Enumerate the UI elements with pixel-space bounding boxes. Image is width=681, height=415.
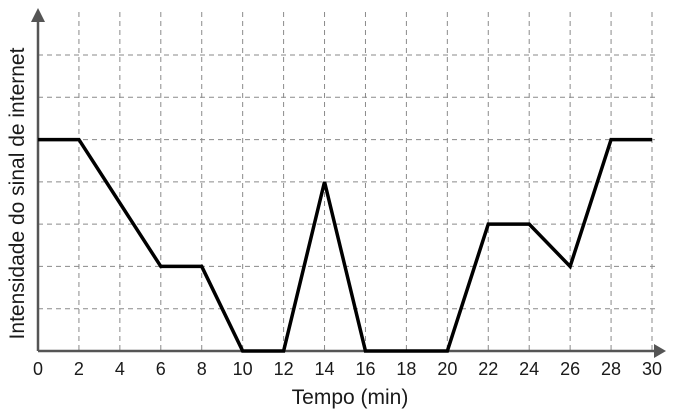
series: [38, 137, 652, 353]
x-tick-label: 16: [355, 359, 375, 379]
x-tick-label: 4: [115, 359, 125, 379]
x-tick-label: 10: [233, 359, 253, 379]
x-tick-label: 18: [396, 359, 416, 379]
series-line: [38, 137, 652, 353]
x-tick-label: 30: [642, 359, 662, 379]
x-axis-title: Tempo (min): [292, 386, 409, 409]
x-tick-label: 24: [519, 359, 539, 379]
x-tick-label: 2: [74, 359, 84, 379]
y-axis-title: Intensidade do sinal de internet: [6, 47, 29, 339]
x-tick-label: 20: [437, 359, 457, 379]
y-axis-arrow: [31, 8, 45, 22]
x-tick-label: 22: [478, 359, 498, 379]
x-tick-label: 12: [274, 359, 294, 379]
x-tick-labels: 0 2 4 6 8 10 12 14 16 18 20 22 24 26 28 30: [33, 359, 662, 379]
x-tick-label: 8: [197, 359, 207, 379]
x-tick-label: 14: [315, 359, 335, 379]
x-tick-label: 6: [156, 359, 166, 379]
grid: [38, 12, 658, 351]
x-tick-label: 26: [560, 359, 580, 379]
x-tick-label: 28: [601, 359, 621, 379]
axes: [31, 8, 666, 358]
x-tick-label: 0: [33, 359, 43, 379]
x-axis-arrow: [654, 344, 666, 358]
